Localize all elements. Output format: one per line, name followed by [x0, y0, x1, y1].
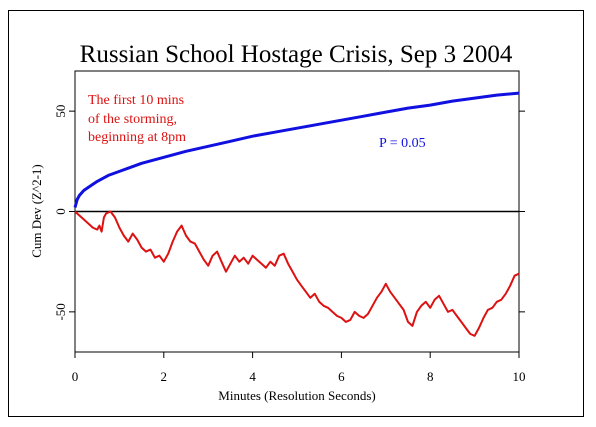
chart-title: Russian School Hostage Crisis, Sep 3 200… [80, 41, 513, 68]
x-tick-label: 4 [249, 369, 256, 384]
y-tick-label: 50 [53, 105, 68, 118]
annotation-red-line-3: beginning at 8pm [88, 130, 186, 145]
series-line-red [74, 210, 520, 337]
x-axis-label: Minutes (Resolution Seconds) [218, 388, 375, 403]
chart-frame [8, 10, 584, 417]
x-tick-label: 10 [513, 369, 526, 384]
x-tick-label: 8 [427, 369, 434, 384]
y-tick-label: -50 [53, 303, 68, 320]
y-axis: -50 0 50 [53, 105, 525, 321]
x-tick-label: 0 [72, 369, 79, 384]
annotation-red-line-2: of the storming, [88, 112, 177, 127]
x-axis: 0 2 4 6 8 10 [72, 352, 526, 384]
annotation-p-value: P = 0.05 [379, 136, 426, 151]
x-tick-label: 6 [338, 369, 345, 384]
y-tick-label: 0 [53, 208, 68, 215]
series-line-blue [73, 91, 520, 208]
x-tick-label: 2 [161, 369, 168, 384]
annotation-red-line-1: The first 10 mins [88, 93, 184, 108]
y-axis-label: Cum Dev (Z^2-1) [29, 164, 44, 257]
series-layer [73, 91, 520, 337]
